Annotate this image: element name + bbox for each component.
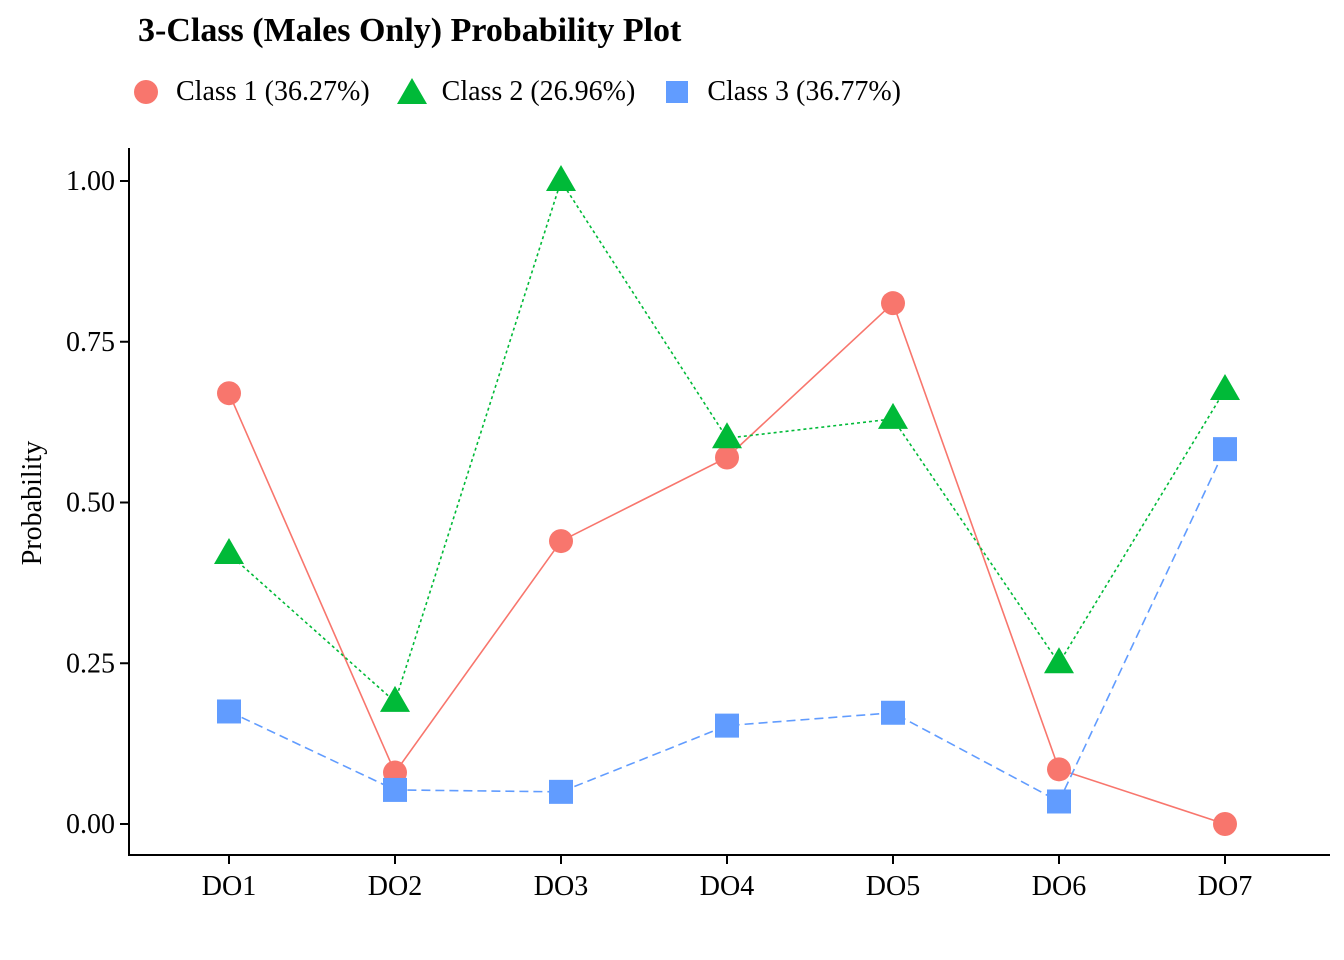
x-tick-label: DO6	[1032, 871, 1086, 902]
x-tick-label: DO7	[1198, 871, 1252, 902]
legend-label-class-1: Class 1 (36.27%)	[176, 76, 370, 107]
legend: Class 1 (36.27%) Class 2 (26.96%) Class …	[128, 70, 925, 114]
legend-item-class-2: Class 2 (26.96%)	[394, 74, 636, 110]
data-point-class-2-do5	[878, 402, 908, 429]
data-point-class-3-do2	[383, 777, 407, 802]
data-point-class-1-do6	[1047, 757, 1071, 782]
y-tick-label: 0.25	[66, 648, 115, 679]
data-point-class-2-do6	[1044, 647, 1074, 674]
data-point-class-3-do7	[1213, 437, 1237, 462]
circle-icon	[134, 80, 158, 104]
series-line-class-1	[228, 301, 1226, 825]
data-point-class-1-do7	[1213, 812, 1237, 836]
data-point-class-2-do3	[546, 165, 576, 191]
triangle-icon	[396, 78, 427, 104]
y-tick-label: 1.00	[66, 166, 115, 197]
data-point-class-2-do7	[1210, 373, 1240, 400]
data-point-class-2-do4	[712, 422, 742, 449]
data-point-class-1-do3	[549, 529, 573, 554]
y-tick-label: 0.00	[66, 809, 115, 840]
series-line-class-3	[228, 448, 1226, 803]
x-tick-label: DO2	[368, 871, 422, 902]
data-point-class-1-do5	[881, 291, 905, 316]
legend-marker-class-2	[396, 78, 427, 104]
legend-marker-class-1	[134, 80, 158, 104]
legend-marker-class-3	[666, 81, 689, 103]
data-point-class-3-do4	[715, 713, 739, 738]
data-point-class-3-do5	[881, 700, 905, 725]
data-point-class-2-do1	[214, 537, 244, 564]
series-markers-class-2	[214, 165, 1240, 712]
square-icon	[666, 81, 689, 103]
series-markers-class-1	[217, 291, 1237, 836]
data-point-class-1-do4	[715, 445, 739, 470]
data-point-class-2-do2	[380, 685, 410, 712]
x-tick-label: DO1	[202, 871, 256, 902]
data-point-class-3-do1	[217, 699, 241, 724]
data-point-class-3-do3	[549, 779, 573, 804]
chart-title: 3-Class (Males Only) Probability Plot	[138, 12, 682, 49]
y-tick-label: 0.50	[66, 488, 115, 519]
legend-item-class-3: Class 3 (36.77%)	[659, 74, 901, 110]
legend-item-class-1: Class 1 (36.27%)	[128, 74, 370, 110]
legend-label-class-3: Class 3 (36.77%)	[707, 76, 901, 107]
y-tick-label: 0.75	[66, 327, 115, 358]
data-point-class-1-do1	[217, 381, 241, 406]
legend-label-class-2: Class 2 (26.96%)	[441, 76, 636, 107]
data-point-class-3-do6	[1047, 789, 1071, 814]
series-markers-class-3	[217, 437, 1237, 814]
x-tick-label: DO3	[534, 871, 588, 902]
x-tick-label: DO4	[700, 871, 754, 902]
x-tick-label: DO5	[866, 871, 920, 902]
